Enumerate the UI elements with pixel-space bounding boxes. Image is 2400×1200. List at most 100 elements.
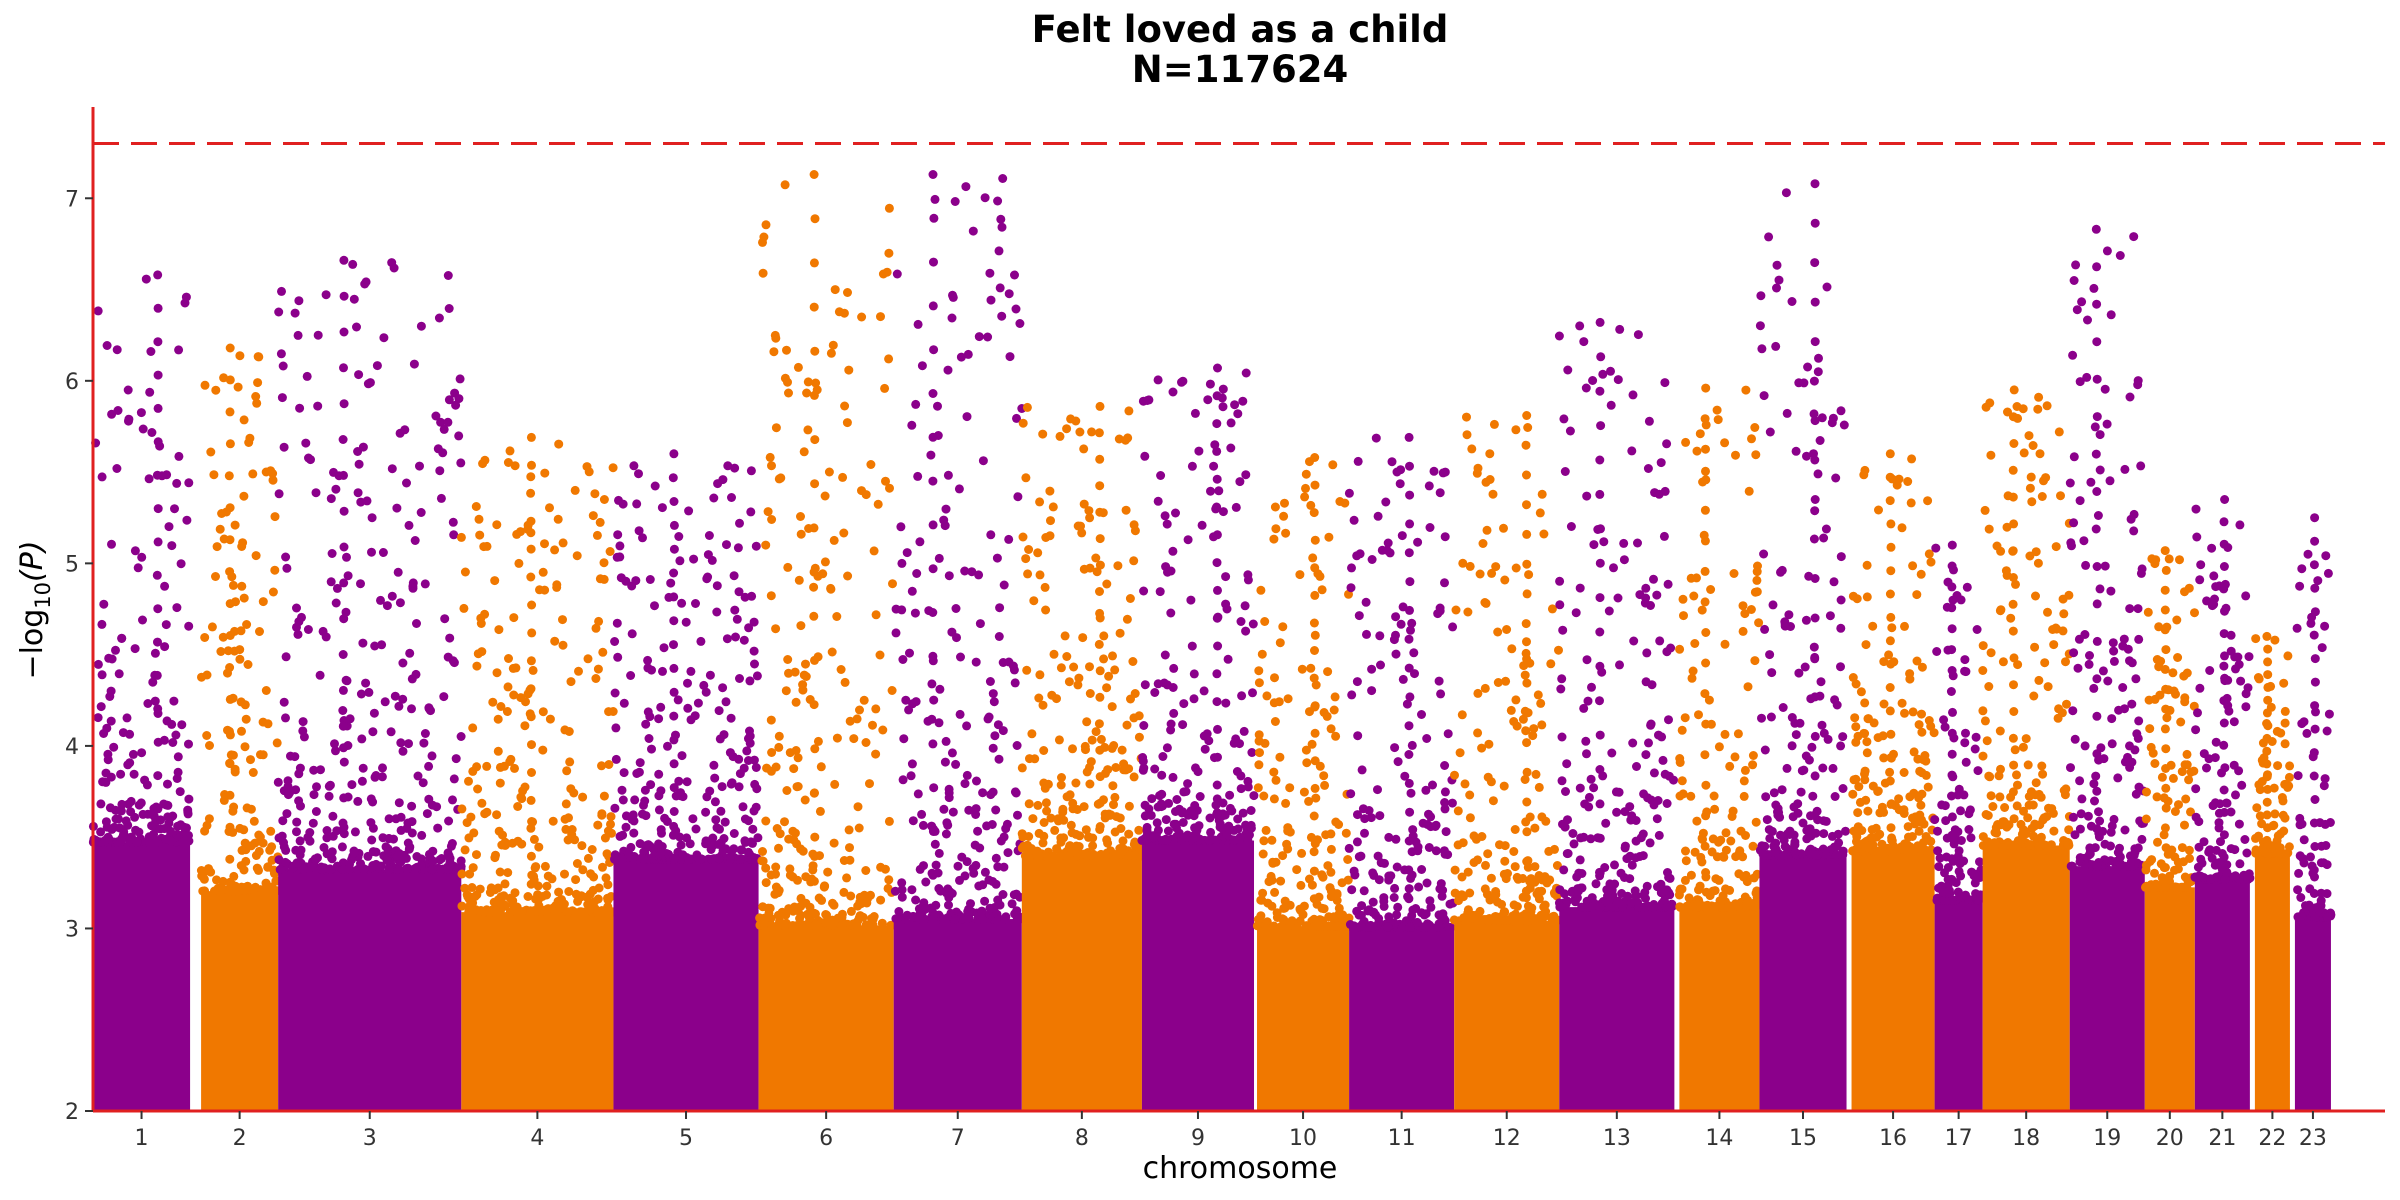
snp-point bbox=[1064, 677, 1074, 687]
snp-point bbox=[2068, 706, 2078, 716]
snp-point bbox=[1024, 799, 1034, 809]
snp-point bbox=[844, 365, 854, 375]
snp-point bbox=[613, 530, 623, 540]
snp-point bbox=[107, 539, 116, 549]
snp-point bbox=[1944, 886, 1954, 896]
snp-point bbox=[634, 469, 643, 479]
snp-peak-point bbox=[1947, 561, 1957, 571]
snp-peak-point bbox=[153, 604, 163, 614]
snp-point bbox=[292, 622, 301, 632]
snp-peak-point bbox=[225, 758, 235, 768]
snp-point bbox=[1001, 824, 1011, 834]
snp-point bbox=[1260, 738, 1270, 748]
snp-point bbox=[838, 472, 848, 482]
snp-point bbox=[1278, 851, 1288, 861]
snp-point bbox=[961, 182, 971, 192]
snp-point bbox=[897, 892, 907, 902]
snp-point bbox=[2025, 551, 2035, 561]
snp-point bbox=[610, 854, 619, 864]
snp-peak-point bbox=[1404, 721, 1414, 731]
snp-peak-point bbox=[1947, 791, 1956, 801]
snp-point bbox=[749, 617, 759, 627]
chromosome-2-dense-region bbox=[201, 891, 279, 1111]
snp-point bbox=[1554, 645, 1563, 655]
snp-point bbox=[523, 892, 533, 901]
snp-point bbox=[1984, 771, 1994, 781]
snp-point bbox=[1022, 665, 1032, 675]
snp-point bbox=[2083, 811, 2093, 821]
snp-point bbox=[1227, 806, 1237, 816]
snp-point bbox=[1241, 368, 1251, 378]
snp-point bbox=[2098, 666, 2108, 676]
snp-point bbox=[2100, 384, 2110, 394]
snp-point bbox=[635, 758, 645, 768]
snp-peak-point bbox=[1886, 542, 1896, 552]
snp-peak-point bbox=[810, 744, 820, 754]
snp-point bbox=[1298, 910, 1308, 920]
snp-point bbox=[881, 476, 890, 486]
snp-peak-point bbox=[339, 470, 348, 480]
snp-point bbox=[1860, 769, 1869, 779]
snp-point bbox=[1087, 735, 1097, 745]
snp-peak-point bbox=[1809, 534, 1819, 544]
snp-point bbox=[1614, 787, 1624, 797]
snp-point bbox=[267, 855, 277, 865]
snp-point bbox=[1082, 767, 1092, 777]
snp-point bbox=[1382, 545, 1392, 555]
snp-peak-point bbox=[1522, 708, 1532, 718]
snp-point bbox=[1662, 799, 1672, 808]
snp-point bbox=[117, 633, 127, 643]
snp-point bbox=[1983, 811, 1993, 820]
snp-point bbox=[892, 269, 902, 279]
snp-point bbox=[241, 714, 251, 724]
snp-point bbox=[2037, 761, 2047, 771]
snp-point bbox=[1953, 887, 1963, 897]
snp-point bbox=[780, 817, 789, 827]
snp-point bbox=[1581, 736, 1591, 746]
snp-point bbox=[621, 822, 631, 832]
snp-point bbox=[871, 749, 881, 759]
snp-point bbox=[236, 697, 246, 707]
snp-point bbox=[751, 763, 761, 772]
snp-point bbox=[1129, 556, 1139, 566]
snp-point bbox=[1191, 763, 1200, 773]
snp-point bbox=[1450, 888, 1460, 898]
snp-point bbox=[934, 718, 944, 728]
snp-point bbox=[593, 664, 603, 674]
snp-point bbox=[526, 528, 536, 538]
snp-point bbox=[627, 629, 637, 639]
snp-peak-point bbox=[2092, 562, 2102, 571]
snp-point bbox=[955, 875, 964, 885]
snp-point bbox=[1935, 853, 1945, 863]
snp-point bbox=[1980, 716, 1990, 726]
snp-point bbox=[1986, 791, 1996, 801]
snp-point bbox=[2081, 560, 2091, 570]
snp-point bbox=[258, 597, 268, 607]
snp-point bbox=[1948, 595, 1958, 605]
snp-point bbox=[626, 842, 636, 852]
snp-point bbox=[123, 385, 133, 395]
snp-point bbox=[248, 469, 258, 479]
snp-peak-point bbox=[1885, 636, 1895, 646]
snp-point bbox=[500, 879, 510, 889]
snp-point bbox=[1544, 846, 1554, 856]
snp-point bbox=[1326, 867, 1336, 877]
snp-point bbox=[794, 575, 804, 585]
snp-point bbox=[1848, 846, 1858, 856]
snp-point bbox=[298, 717, 308, 727]
snp-point bbox=[611, 754, 621, 764]
snp-point bbox=[2185, 854, 2194, 863]
snp-point bbox=[1079, 802, 1089, 812]
snp-point bbox=[1660, 486, 1670, 496]
snp-point bbox=[1121, 505, 1131, 515]
snp-peak-point bbox=[1522, 738, 1532, 748]
snp-point bbox=[1561, 787, 1570, 796]
snp-point bbox=[1557, 674, 1567, 684]
snp-peak-point bbox=[2092, 824, 2102, 834]
snp-point bbox=[268, 475, 278, 485]
snp-point bbox=[200, 633, 210, 642]
snp-point bbox=[466, 812, 476, 822]
snp-peak-point bbox=[1885, 589, 1895, 599]
snp-point bbox=[283, 790, 293, 800]
snp-point bbox=[2049, 826, 2059, 836]
